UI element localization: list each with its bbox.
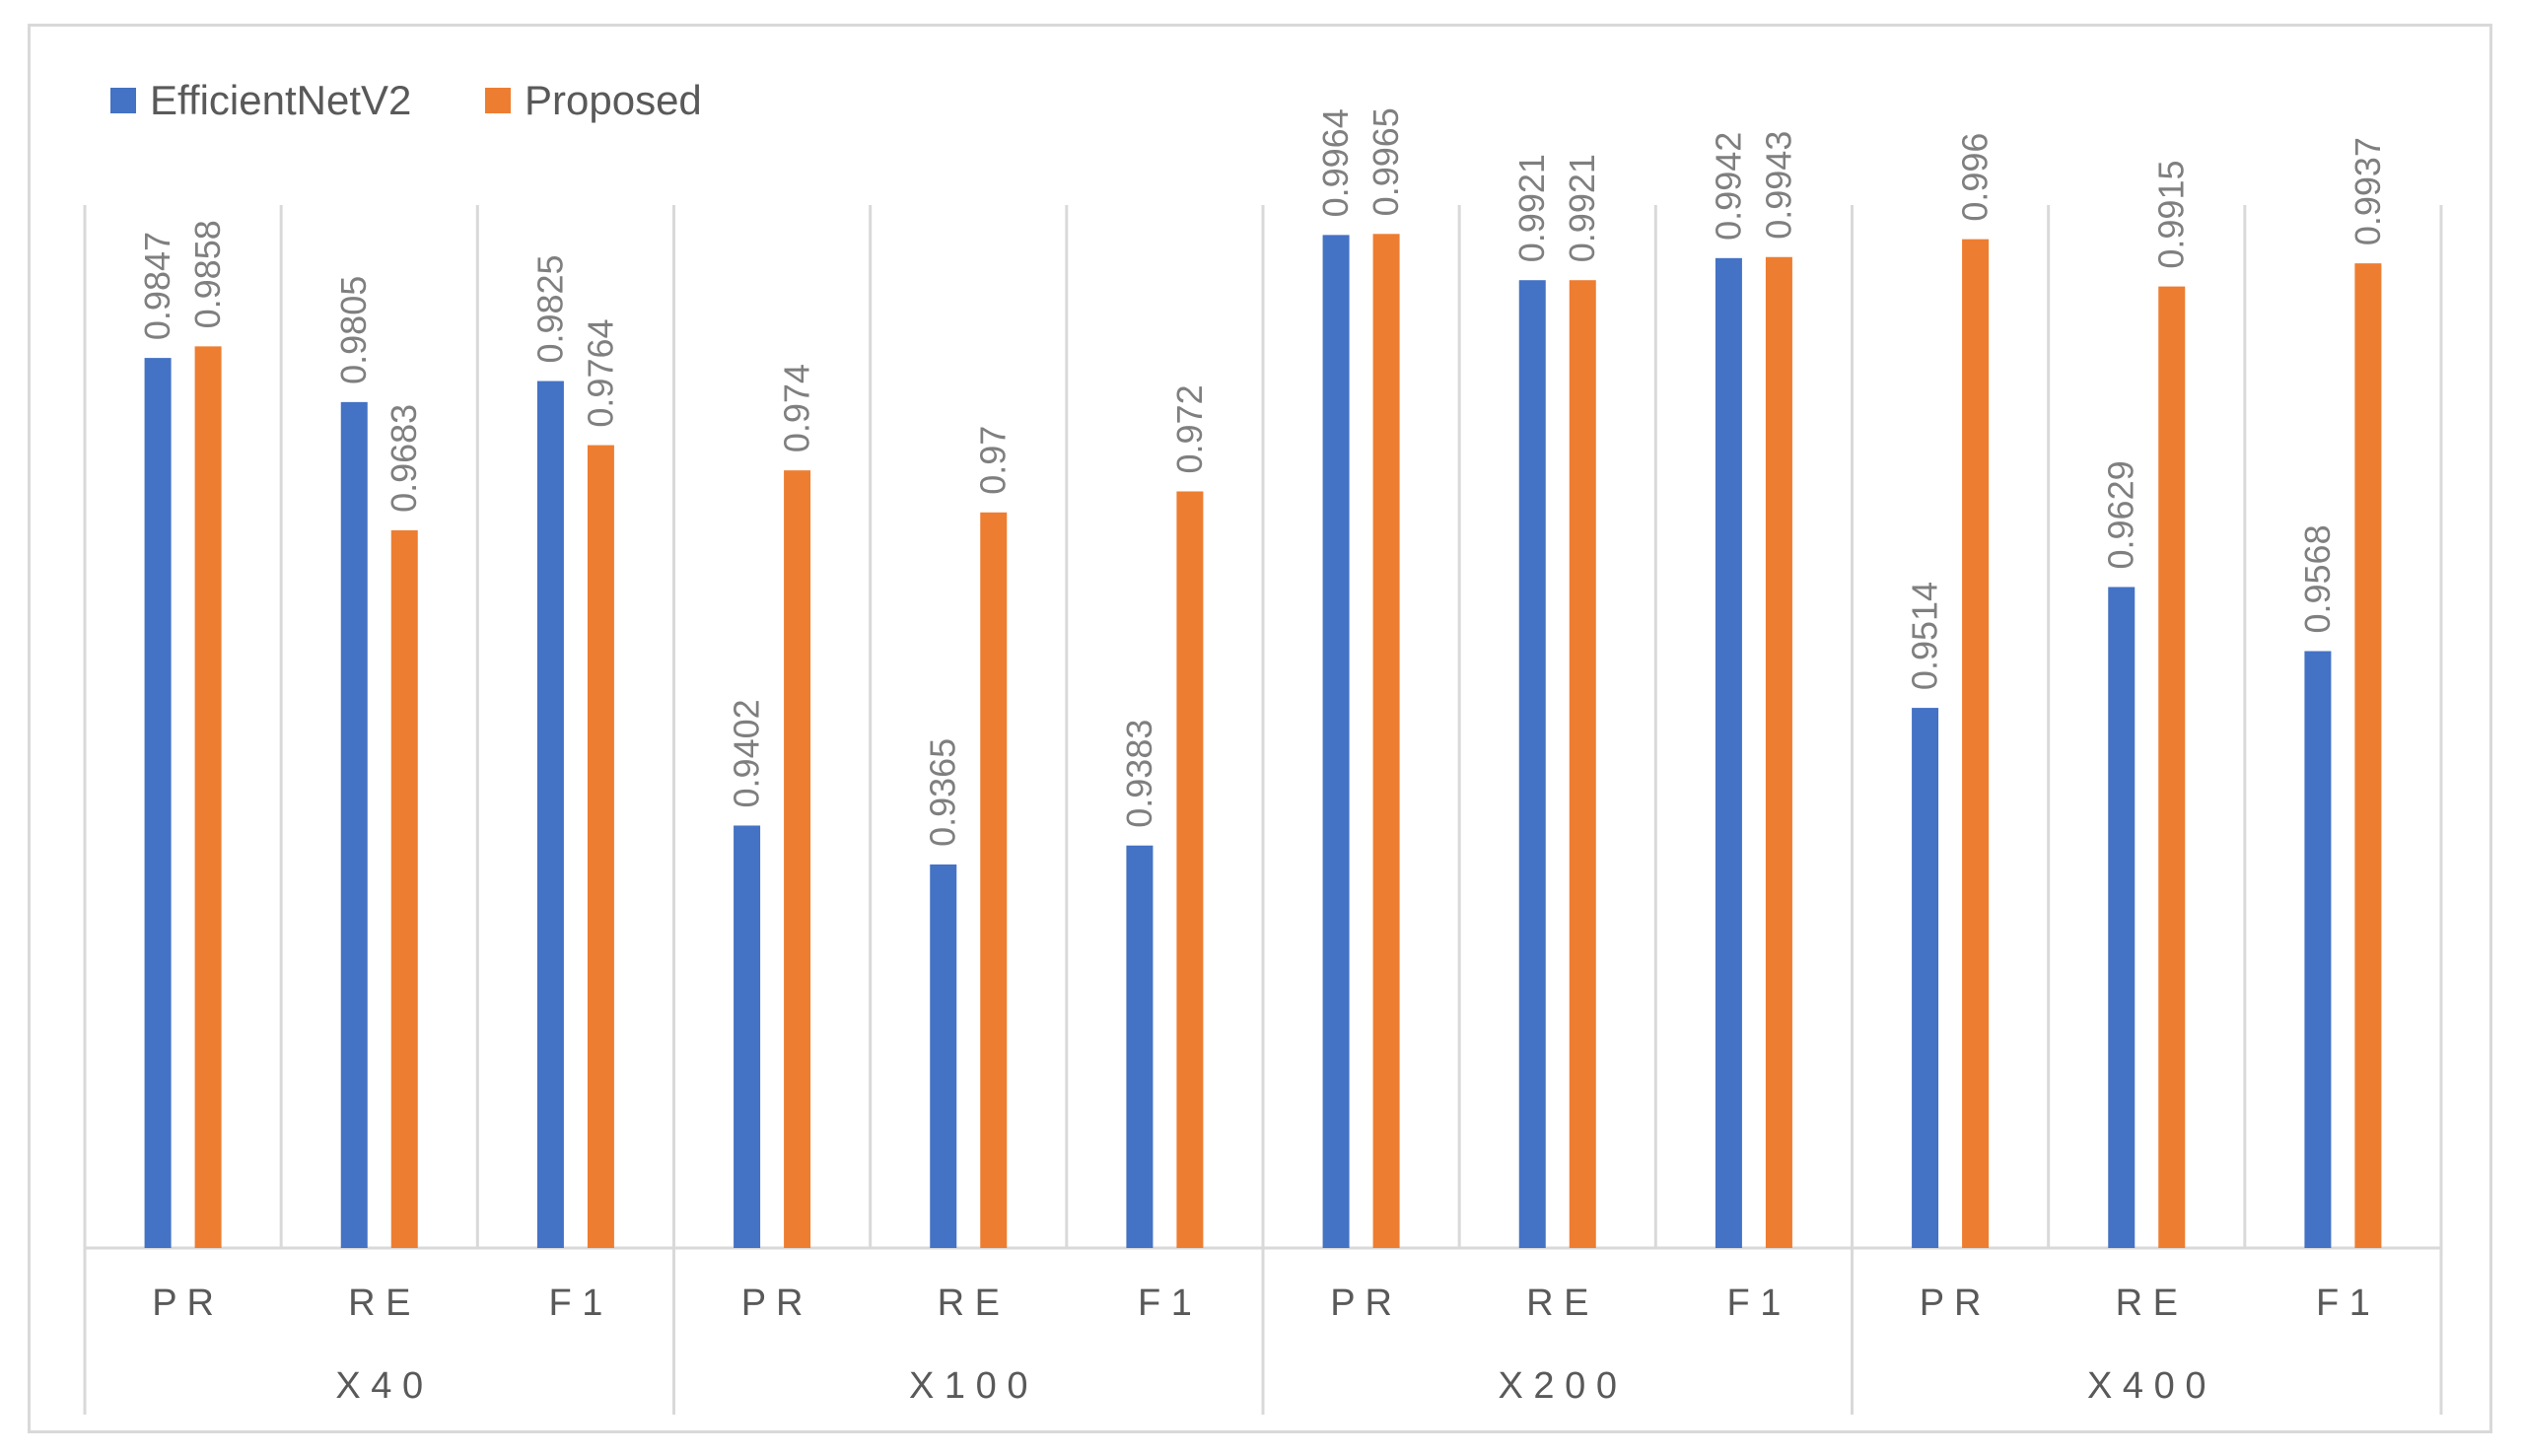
- data-label-proposed: 0.9921: [1562, 154, 1602, 262]
- category-tick-label: R E: [348, 1283, 410, 1324]
- legend-item-proposed: Proposed: [485, 77, 702, 124]
- data-label-proposed: 0.9937: [2347, 137, 2388, 245]
- legend-swatch-efficientnetv2: [110, 88, 136, 113]
- data-label-efficientnetv2: 0.9383: [1119, 720, 1159, 828]
- bar-proposed: [1962, 239, 1990, 1248]
- data-label-efficientnetv2: 0.9568: [2297, 524, 2338, 633]
- data-label-proposed: 0.996: [1955, 133, 1996, 222]
- bar-efficientnetv2: [930, 864, 957, 1248]
- bar-efficientnetv2: [2108, 587, 2136, 1248]
- group-label: X 1 0 0: [909, 1365, 1027, 1407]
- bar-efficientnetv2: [1518, 280, 1546, 1248]
- bar-efficientnetv2: [734, 825, 761, 1248]
- category-tick-label: F 1: [1726, 1283, 1781, 1324]
- data-label-efficientnetv2: 0.9629: [2101, 460, 2141, 569]
- data-label-proposed: 0.97: [973, 426, 1014, 495]
- group-label: X 2 0 0: [1499, 1365, 1617, 1407]
- bar-proposed: [587, 445, 614, 1248]
- bar-efficientnetv2: [144, 358, 172, 1248]
- bar-efficientnetv2: [2304, 651, 2332, 1248]
- data-label-proposed: 0.972: [1169, 384, 1210, 473]
- bar-proposed: [194, 346, 222, 1248]
- category-tick-label: P R: [1920, 1283, 1982, 1324]
- data-label-proposed: 0.9683: [384, 404, 424, 513]
- bar-efficientnetv2: [340, 401, 368, 1248]
- bar-efficientnetv2: [536, 381, 564, 1248]
- data-label-efficientnetv2: 0.9805: [333, 276, 374, 384]
- group-label: X 4 0 0: [2087, 1365, 2206, 1407]
- data-label-efficientnetv2: 0.9847: [137, 232, 177, 340]
- category-tick-label: P R: [741, 1283, 804, 1324]
- bar-proposed: [390, 529, 418, 1248]
- category-tick-label: F 1: [2316, 1283, 2370, 1324]
- bar-efficientnetv2: [1126, 845, 1154, 1248]
- category-tick-label: R E: [1526, 1283, 1588, 1324]
- legend-label-efficientnetv2: EfficientNetV2: [150, 77, 412, 123]
- bar-proposed: [784, 470, 811, 1248]
- data-label-proposed: 0.9764: [580, 318, 620, 427]
- data-label-proposed: 0.974: [777, 364, 817, 452]
- data-label-proposed: 0.9858: [187, 220, 228, 328]
- data-label-efficientnetv2: 0.9964: [1315, 108, 1356, 217]
- chart-frame: [28, 24, 2492, 1433]
- bar-proposed: [1372, 234, 1400, 1248]
- legend-label-proposed: Proposed: [525, 77, 702, 123]
- data-label-efficientnetv2: 0.9514: [1905, 582, 1945, 690]
- data-label-proposed: 0.9915: [2151, 161, 2192, 269]
- group-label: X 4 0: [335, 1365, 423, 1407]
- category-tick-label: F 1: [548, 1283, 602, 1324]
- bar-proposed: [2354, 263, 2382, 1249]
- category-tick-label: F 1: [1138, 1283, 1192, 1324]
- bar-proposed: [1765, 256, 1792, 1249]
- category-tick-label: P R: [152, 1283, 214, 1324]
- category-tick-label: R E: [2116, 1283, 2178, 1324]
- data-label-efficientnetv2: 0.9825: [529, 254, 570, 363]
- data-label-efficientnetv2: 0.9365: [923, 738, 963, 847]
- data-label-proposed: 0.9943: [1758, 131, 1798, 240]
- legend-item-efficientnetv2: EfficientNetV2: [110, 77, 411, 124]
- bar-efficientnetv2: [1322, 235, 1350, 1249]
- data-label-efficientnetv2: 0.9921: [1511, 154, 1552, 262]
- data-label-efficientnetv2: 0.9402: [727, 699, 767, 807]
- data-label-proposed: 0.9965: [1366, 107, 1406, 216]
- category-tick-label: P R: [1330, 1283, 1392, 1324]
- category-tick-label: R E: [938, 1283, 1000, 1324]
- bar-proposed: [1176, 491, 1204, 1249]
- bar-efficientnetv2: [1715, 257, 1742, 1248]
- legend-swatch-proposed: [485, 88, 511, 113]
- bar-proposed: [980, 512, 1008, 1248]
- data-label-efficientnetv2: 0.9942: [1708, 132, 1748, 241]
- bar-efficientnetv2: [1912, 708, 1939, 1248]
- bar-proposed: [2158, 286, 2186, 1248]
- bar-proposed: [1569, 280, 1596, 1248]
